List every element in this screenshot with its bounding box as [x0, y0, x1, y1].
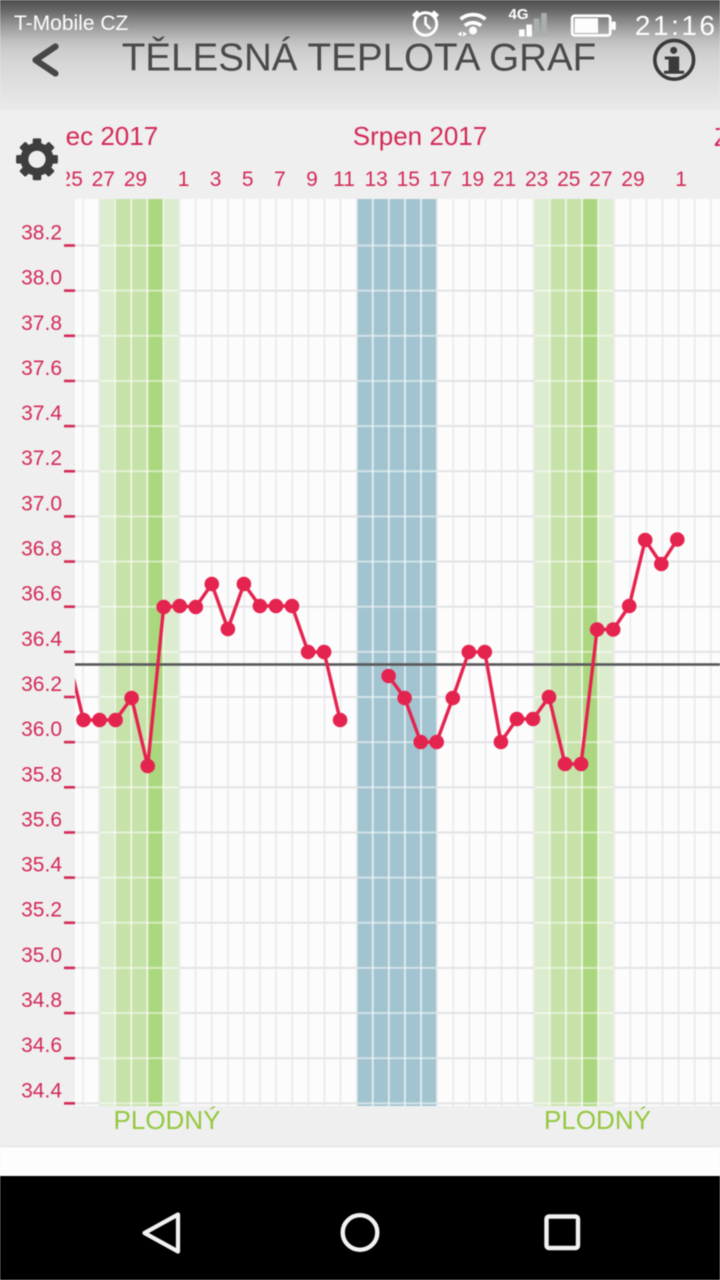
svg-text:3: 3 [210, 168, 222, 191]
svg-text:21: 21 [493, 168, 516, 191]
svg-text:38.0: 38.0 [21, 267, 62, 290]
svg-text:29: 29 [621, 168, 644, 191]
svg-text:37.6: 37.6 [21, 357, 62, 380]
svg-text:34.4: 34.4 [21, 1079, 62, 1102]
svg-text:15: 15 [397, 168, 420, 191]
svg-text:37.8: 37.8 [21, 312, 62, 335]
svg-text:29: 29 [124, 168, 147, 191]
svg-text:Srpen 2017: Srpen 2017 [353, 121, 487, 151]
svg-text:35.2: 35.2 [21, 899, 62, 922]
svg-text:PLODNÝ: PLODNÝ [544, 1105, 651, 1135]
svg-text:38.2: 38.2 [21, 222, 62, 245]
svg-text:7: 7 [274, 168, 286, 191]
svg-text:34.8: 34.8 [21, 989, 62, 1012]
svg-text:36.2: 36.2 [21, 673, 62, 696]
svg-text:25: 25 [557, 168, 580, 191]
svg-text:25: 25 [60, 168, 83, 191]
svg-text:1: 1 [178, 168, 190, 191]
svg-text:36.0: 36.0 [21, 718, 62, 741]
svg-text:35.8: 35.8 [21, 763, 62, 786]
svg-text:34.6: 34.6 [21, 1034, 62, 1057]
svg-text:9: 9 [306, 168, 318, 191]
svg-text:21:16: 21:16 [635, 10, 718, 41]
svg-text:36.6: 36.6 [21, 583, 62, 606]
svg-text:5: 5 [242, 168, 254, 191]
svg-text:Září 2017: Září 2017 [714, 122, 720, 152]
svg-text:27: 27 [92, 168, 115, 191]
svg-text:4G: 4G [508, 6, 528, 23]
svg-text:Červenec 2017: Červenec 2017 [0, 121, 158, 151]
svg-text:35.0: 35.0 [21, 944, 62, 967]
svg-text:36.4: 36.4 [21, 628, 62, 651]
svg-text:35.4: 35.4 [21, 854, 62, 877]
svg-text:T-Mobile CZ: T-Mobile CZ [14, 12, 129, 35]
svg-text:27: 27 [589, 168, 612, 191]
svg-text:1: 1 [675, 168, 687, 191]
svg-text:36.8: 36.8 [21, 538, 62, 561]
svg-text:23: 23 [525, 168, 548, 191]
svg-text:13: 13 [364, 168, 387, 191]
svg-text:11: 11 [333, 168, 355, 191]
svg-text:TĚLESNÁ TEPLOTA GRAF: TĚLESNÁ TEPLOTA GRAF [122, 37, 597, 80]
svg-text:17: 17 [429, 168, 452, 191]
svg-text:37.2: 37.2 [21, 447, 62, 470]
svg-text:37.4: 37.4 [21, 402, 62, 425]
svg-text:37.0: 37.0 [21, 492, 62, 515]
svg-text:35.6: 35.6 [21, 808, 62, 831]
svg-text:PLODNÝ: PLODNÝ [114, 1105, 221, 1135]
svg-text:19: 19 [461, 168, 484, 191]
